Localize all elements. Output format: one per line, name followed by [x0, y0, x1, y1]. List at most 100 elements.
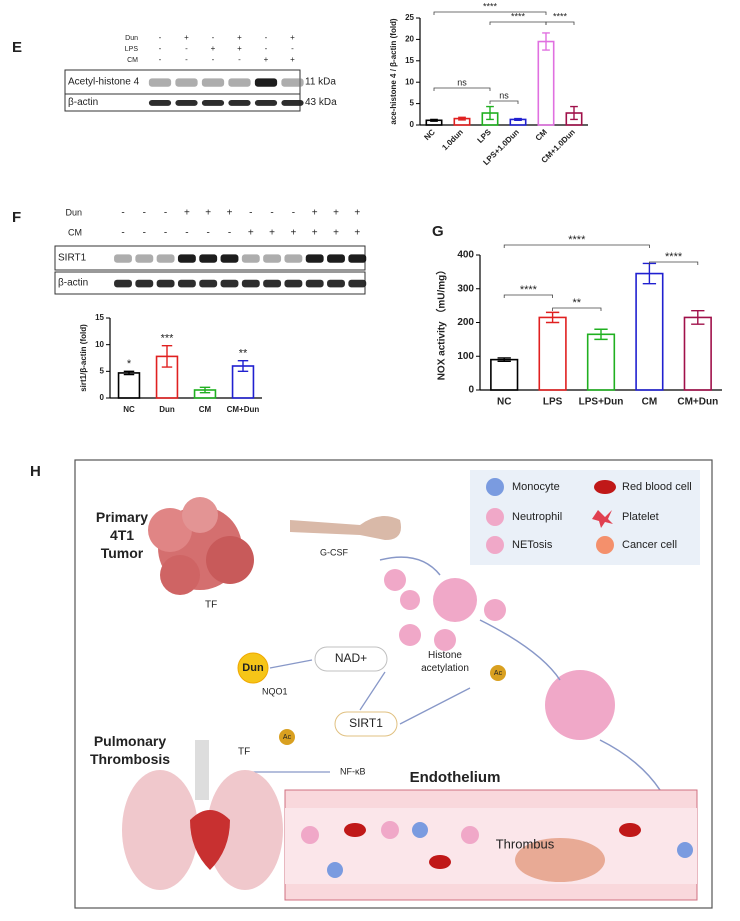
- sirt1-box: [334, 711, 398, 737]
- condition-sign: -: [159, 44, 162, 53]
- condition-sign: +: [354, 208, 360, 219]
- arrow: [379, 556, 441, 576]
- condition-sign: +: [312, 228, 318, 239]
- significance: ****: [520, 284, 538, 296]
- y-tick-label: 0: [100, 393, 105, 402]
- ac-badge: [490, 665, 506, 681]
- condition-sign: -: [164, 228, 167, 239]
- bar: [586, 333, 616, 391]
- band-label: β-actin: [58, 278, 88, 289]
- blot-band: [327, 279, 345, 288]
- arrow: [479, 619, 561, 681]
- condition-sign: -: [159, 33, 162, 42]
- blot-band: [241, 279, 260, 288]
- bracket: [433, 87, 491, 91]
- condition-sign: +: [290, 33, 295, 42]
- blot-band: [254, 78, 278, 87]
- icon-netosis: [486, 536, 504, 554]
- y-tick-label: 0: [468, 385, 474, 396]
- diagram-label: Ac: [283, 734, 292, 741]
- diagram-label: Dun: [242, 662, 264, 674]
- y-tick-label: 5: [410, 99, 415, 108]
- blot-band: [348, 279, 367, 288]
- y-tick-label: 400: [457, 250, 474, 261]
- condition-sign: -: [292, 208, 295, 219]
- band-size: 43 kDa: [305, 97, 337, 108]
- significance: ****: [483, 1, 498, 11]
- blot-band: [148, 99, 172, 106]
- blot-band: [305, 279, 324, 288]
- blot-band: [241, 254, 260, 263]
- diagram-label: SIRT1: [349, 716, 383, 730]
- bar: [538, 316, 567, 391]
- condition-sign: -: [143, 228, 146, 239]
- band-label: SIRT1: [58, 253, 87, 264]
- error-bar: [430, 118, 438, 122]
- condition-sign: -: [143, 208, 146, 219]
- blot-band: [327, 254, 345, 263]
- legend-label: Neutrophil: [512, 511, 562, 523]
- diagram-label: Ac: [494, 670, 503, 677]
- condition-label: Dun: [125, 35, 138, 42]
- legend-label: Red blood cell: [622, 481, 692, 493]
- bracket: [433, 11, 547, 15]
- neutrophils: [384, 569, 615, 740]
- condition-sign: -: [185, 44, 188, 53]
- legend-label: Platelet: [622, 511, 659, 523]
- condition-sign: -: [238, 55, 241, 64]
- x-tick-label: LPS: [543, 397, 563, 408]
- condition-sign: +: [312, 208, 318, 219]
- bracket: [503, 294, 553, 298]
- y-tick-label: 10: [405, 77, 414, 86]
- blot-band: [135, 254, 154, 263]
- blot-band: [201, 99, 225, 106]
- condition-sign: +: [211, 44, 216, 53]
- error-bar: [199, 386, 211, 394]
- condition-sign: +: [264, 55, 269, 64]
- condition-sign: +: [248, 228, 254, 239]
- panel-letter: E: [12, 39, 22, 56]
- blot-band: [284, 279, 303, 288]
- vessel-cells: [301, 821, 693, 882]
- error-bar: [497, 357, 511, 363]
- condition-sign: -: [185, 228, 188, 239]
- condition-sign: -: [164, 208, 167, 219]
- error-bar: [545, 311, 560, 324]
- diagram-label: NQO1: [262, 686, 288, 696]
- x-tick-label: CM: [642, 397, 658, 408]
- tumor: [148, 497, 254, 595]
- diagram-label: NAD+: [335, 651, 367, 665]
- x-tick-label: NC: [123, 405, 135, 414]
- bar: [683, 316, 712, 391]
- condition-sign: -: [121, 208, 124, 219]
- diagram: [74, 459, 713, 909]
- diagram-label: Histone acetylation: [421, 650, 469, 674]
- diagram-label: NF-κB: [340, 766, 366, 776]
- blot-band: [263, 254, 282, 263]
- diagram-label: G-CSF: [320, 547, 349, 557]
- error-bar: [542, 32, 550, 51]
- icon-neutrophil: [486, 508, 504, 526]
- diagram-label: Thrombus: [496, 836, 555, 851]
- x-tick-label: 1.0dun: [440, 127, 465, 152]
- significance: ns: [499, 90, 509, 100]
- blot-band: [220, 254, 239, 263]
- condition-sign: -: [212, 33, 215, 42]
- legend-box: [470, 470, 700, 565]
- x-tick-label: LPS+Dun: [579, 397, 624, 408]
- diagram-label: Primary 4T1 Tumor: [96, 509, 148, 561]
- bracket: [649, 261, 699, 265]
- significance: **: [239, 348, 248, 360]
- condition-sign: +: [290, 55, 295, 64]
- error-bar: [514, 117, 522, 121]
- condition-sign: -: [228, 228, 231, 239]
- x-tick-label: CM+Dun: [227, 405, 260, 414]
- x-tick-label: CM+Dun: [677, 397, 718, 408]
- diagram-label: TF: [238, 747, 250, 758]
- blot-band: [135, 279, 154, 288]
- blot-band: [305, 254, 324, 263]
- blot-band: [254, 99, 278, 106]
- error-bar: [486, 105, 494, 121]
- significance: ***: [161, 333, 175, 345]
- significance: ****: [665, 251, 683, 263]
